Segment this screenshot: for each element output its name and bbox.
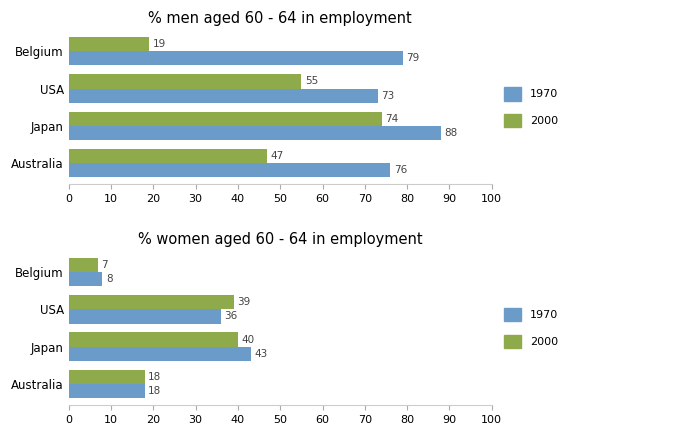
Bar bbox=[69, 295, 234, 310]
Text: 55: 55 bbox=[304, 76, 318, 86]
Bar bbox=[69, 126, 441, 140]
Text: 18: 18 bbox=[148, 372, 162, 382]
Text: 79: 79 bbox=[406, 53, 419, 63]
Text: 40: 40 bbox=[241, 334, 254, 344]
Text: 39: 39 bbox=[237, 297, 251, 307]
Bar bbox=[69, 37, 149, 51]
Text: 7: 7 bbox=[102, 260, 108, 270]
Bar bbox=[69, 333, 238, 347]
Text: 47: 47 bbox=[271, 151, 284, 161]
Text: 76: 76 bbox=[393, 165, 407, 175]
Bar bbox=[69, 384, 145, 398]
Text: 8: 8 bbox=[106, 274, 113, 284]
Bar bbox=[69, 149, 267, 163]
Text: 74: 74 bbox=[385, 114, 398, 124]
Text: 18: 18 bbox=[148, 386, 162, 396]
Bar bbox=[69, 272, 102, 286]
Text: 73: 73 bbox=[381, 91, 394, 101]
Legend: 1970, 2000: 1970, 2000 bbox=[500, 303, 562, 353]
Bar bbox=[69, 347, 251, 361]
Text: 43: 43 bbox=[254, 349, 267, 359]
Legend: 1970, 2000: 1970, 2000 bbox=[500, 82, 562, 132]
Text: 36: 36 bbox=[224, 311, 237, 321]
Title: % women aged 60 - 64 in employment: % women aged 60 - 64 in employment bbox=[138, 232, 423, 247]
Bar bbox=[69, 370, 145, 384]
Bar bbox=[69, 51, 403, 65]
Bar bbox=[69, 75, 302, 89]
Bar bbox=[69, 112, 382, 126]
Bar bbox=[69, 163, 390, 177]
Text: 19: 19 bbox=[153, 39, 166, 49]
Bar bbox=[69, 258, 98, 272]
Bar bbox=[69, 310, 221, 324]
Bar bbox=[69, 89, 377, 103]
Text: 88: 88 bbox=[444, 128, 458, 138]
Title: % men aged 60 - 64 in employment: % men aged 60 - 64 in employment bbox=[148, 11, 412, 26]
